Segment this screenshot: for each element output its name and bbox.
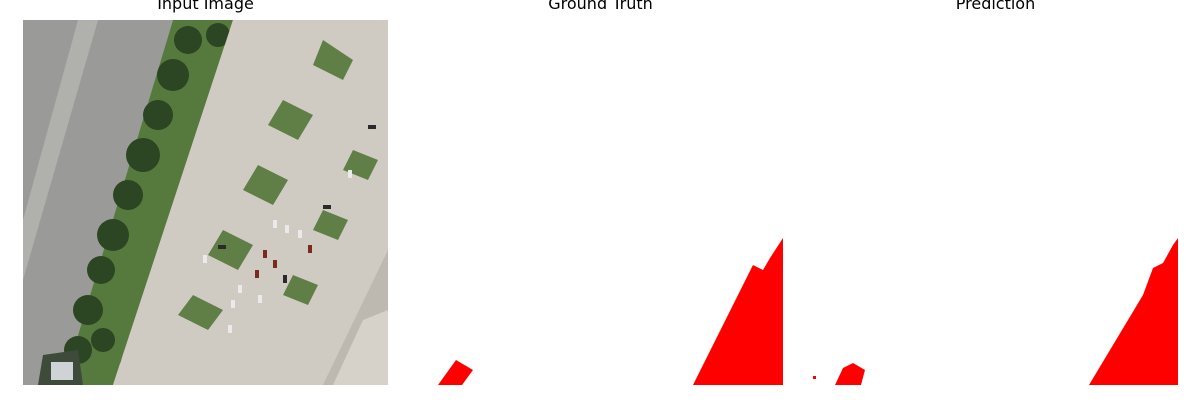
- ground-truth-mask: [418, 20, 783, 385]
- panel-title-ground-truth: Ground Truth: [548, 0, 653, 13]
- panel-title-prediction: Prediction: [955, 0, 1036, 13]
- mask-region: [1089, 238, 1178, 385]
- panel-input-image: Input Image: [23, 0, 388, 400]
- prediction-mask: [813, 20, 1178, 385]
- ground-truth-mask-graphic: [418, 20, 783, 385]
- mask-region: [693, 238, 783, 385]
- panel-title-input: Input Image: [157, 0, 254, 13]
- aerial-image: [23, 20, 388, 385]
- mask-region: [813, 376, 816, 379]
- panel-prediction: Prediction: [813, 0, 1178, 400]
- mask-region: [835, 363, 865, 385]
- aerial-image-graphic: [23, 20, 388, 385]
- panel-ground-truth: Ground Truth: [418, 0, 783, 400]
- mask-region: [438, 360, 473, 385]
- prediction-mask-graphic: [813, 20, 1178, 385]
